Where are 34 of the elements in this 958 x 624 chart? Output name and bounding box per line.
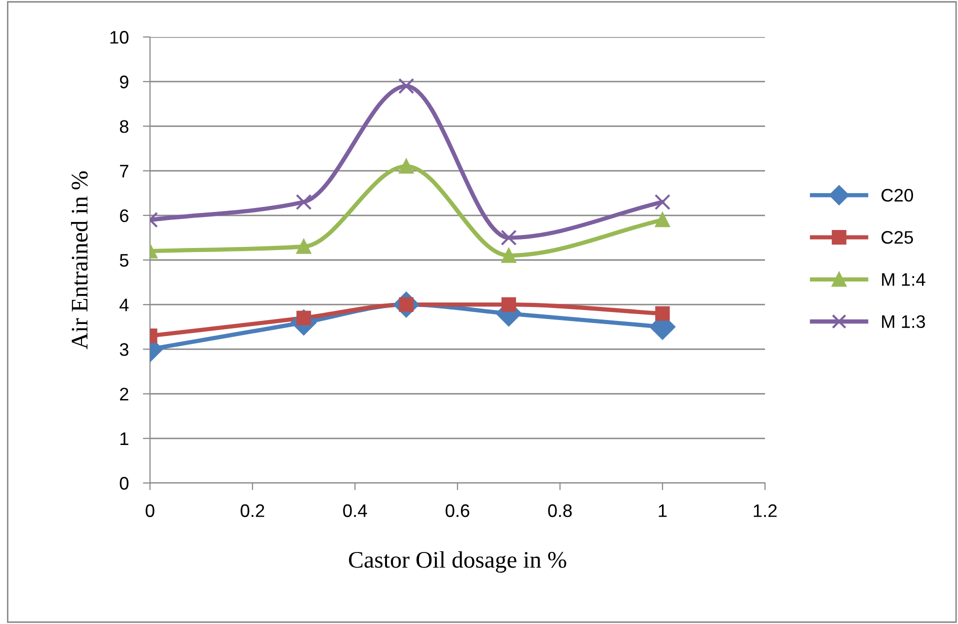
y-tick-label: 4 <box>120 298 129 312</box>
legend-label: M 1:3 <box>882 315 925 328</box>
legend-label: C25 <box>882 231 913 244</box>
y-tick-label: 8 <box>120 120 128 133</box>
x-tick-label: 1 <box>658 504 667 517</box>
point <box>655 212 670 228</box>
x-tick-label: 1.2 <box>754 504 777 517</box>
point <box>655 306 670 321</box>
point <box>296 239 312 254</box>
y-tick-label: 2 <box>120 388 128 400</box>
y-tick-label: 0 <box>120 476 128 490</box>
y-tick-label: 10 <box>110 30 128 44</box>
point <box>398 78 414 94</box>
y-axis-title: Air Entrained in % <box>71 171 88 350</box>
point <box>654 194 670 210</box>
x-tick-label: 0.4 <box>343 504 368 518</box>
y-tick-label: 9 <box>120 76 128 88</box>
x-tick-label: 0.2 <box>240 504 264 518</box>
point <box>296 194 312 210</box>
y-tick-label: 3 <box>120 343 128 356</box>
y-tick-label: 5 <box>120 254 128 267</box>
y-tick-label: 1 <box>120 432 128 445</box>
point <box>398 159 414 174</box>
x-axis-title: Castor Oil dosage in % <box>348 551 566 573</box>
x-tick-label: 0.6 <box>446 504 470 518</box>
y-tick-label: 7 <box>120 164 128 178</box>
legend-label: M 1:4 <box>882 273 926 286</box>
point <box>501 297 516 312</box>
legend-label: C20 <box>882 188 914 202</box>
x-tick-label: 0 <box>146 504 154 518</box>
point <box>501 248 516 263</box>
y-tick-label: 6 <box>120 209 128 222</box>
point <box>500 230 517 246</box>
x-tick-label: 0.8 <box>548 504 572 518</box>
